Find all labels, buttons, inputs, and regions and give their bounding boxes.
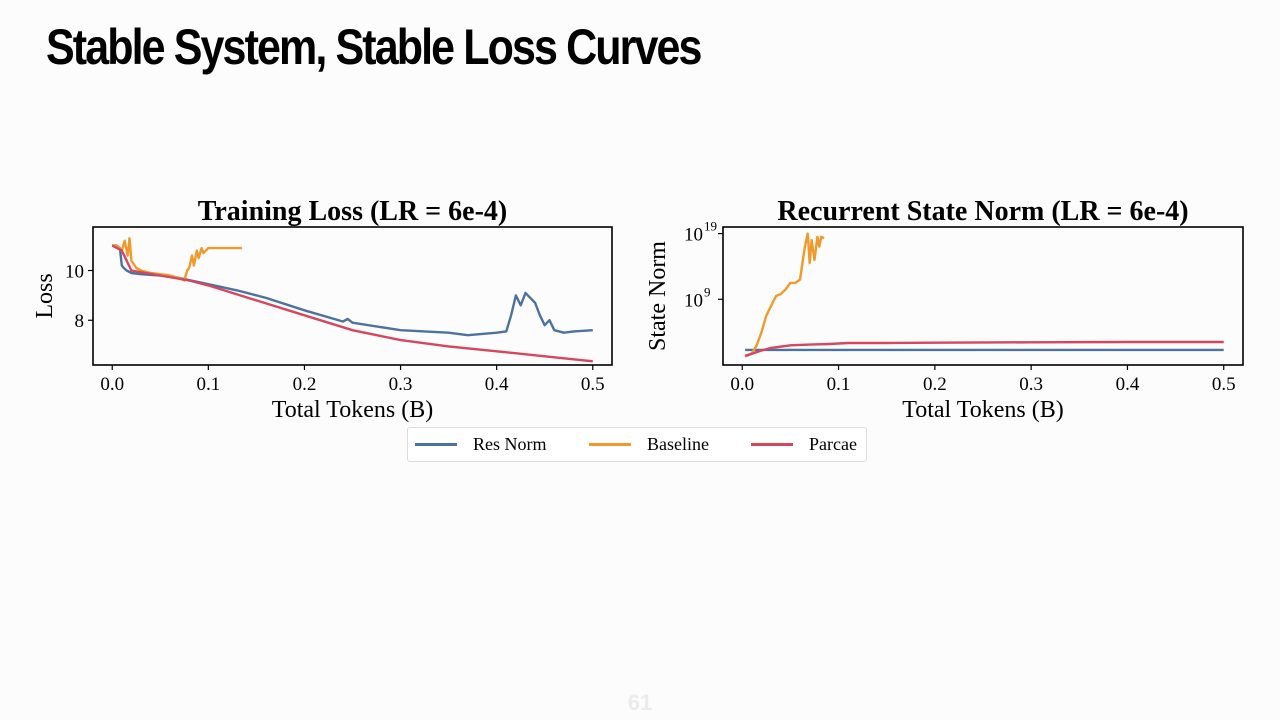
chart1-line-parcae: [111, 244, 593, 363]
chart2-group: Recurrent State Norm (LR = 6e-4) 0.0 0.1 0.…: [645, 196, 1244, 423]
chart2-ytick-label: 10: [684, 225, 703, 246]
chart2-xtick-label: 0.0: [730, 374, 754, 395]
chart2-xlabel: Total Tokens (B): [902, 397, 1064, 423]
chart1-series-group: [111, 236, 593, 363]
chart1-xtick-label: 0.1: [196, 374, 220, 395]
legend-item-parcae: Parcae: [751, 428, 857, 461]
chart1-ytick-label: 8: [75, 311, 85, 332]
chart2-xtick-label: 0.2: [923, 374, 947, 395]
chart2-plot-frame: [722, 226, 1244, 366]
slide-title: Stable System, Stable Loss Curves: [46, 19, 702, 75]
chart1-title: Training Loss (LR = 6e-4): [198, 196, 507, 227]
chart2-line-parcae: [744, 340, 1224, 357]
legend-item-baseline: Baseline: [589, 428, 709, 461]
legend: Res Norm Baseline Parcae: [407, 427, 867, 462]
chart1-xtick-label: 0.5: [581, 374, 605, 395]
chart1-xtick-label: 0.4: [485, 374, 509, 395]
chart2-xtick-label: 0.1: [827, 374, 851, 395]
chart2-ylabel: State Norm: [645, 241, 671, 351]
page-number: 61: [627, 690, 653, 715]
chart1-line-res-norm: [112, 244, 593, 337]
chart2-ytick-exponent: 19: [704, 219, 717, 234]
chart1-xtick-label: 0.0: [100, 374, 124, 395]
chart2-xtick-label: 0.3: [1019, 374, 1043, 395]
legend-label-res-norm: Res Norm: [473, 434, 547, 454]
chart1-plot-frame: [92, 226, 613, 366]
legend-swatch-baseline: [589, 443, 631, 446]
chart1-xtick-label: 0.2: [293, 374, 317, 395]
legend-swatch-parcae: [751, 443, 793, 446]
chart2-series-group: [744, 232, 1224, 358]
chart1-ytick-label: 10: [65, 262, 84, 283]
chart2-line-baseline: [744, 232, 825, 358]
chart1-xtick-label: 0.3: [389, 374, 413, 395]
chart2-xtick-label: 0.4: [1116, 374, 1140, 395]
chart2-ytick-exponent: 9: [704, 284, 711, 299]
chart1-group: Training Loss (LR = 6e-4) 0.0 0.1 0.2 0.3 0.4…: [32, 196, 613, 423]
legend-swatch-res-norm: [415, 443, 457, 446]
legend-label-baseline: Baseline: [647, 434, 709, 454]
chart1-ylabel: Loss: [32, 273, 58, 318]
legend-label-parcae: Parcae: [809, 434, 857, 454]
chart2-title: Recurrent State Norm (LR = 6e-4): [777, 196, 1188, 227]
chart1-xlabel: Total Tokens (B): [272, 397, 434, 423]
chart2-xtick-label: 0.5: [1212, 374, 1236, 395]
chart2-ytick-label: 10: [684, 290, 703, 311]
legend-item-res-norm: Res Norm: [415, 428, 547, 461]
